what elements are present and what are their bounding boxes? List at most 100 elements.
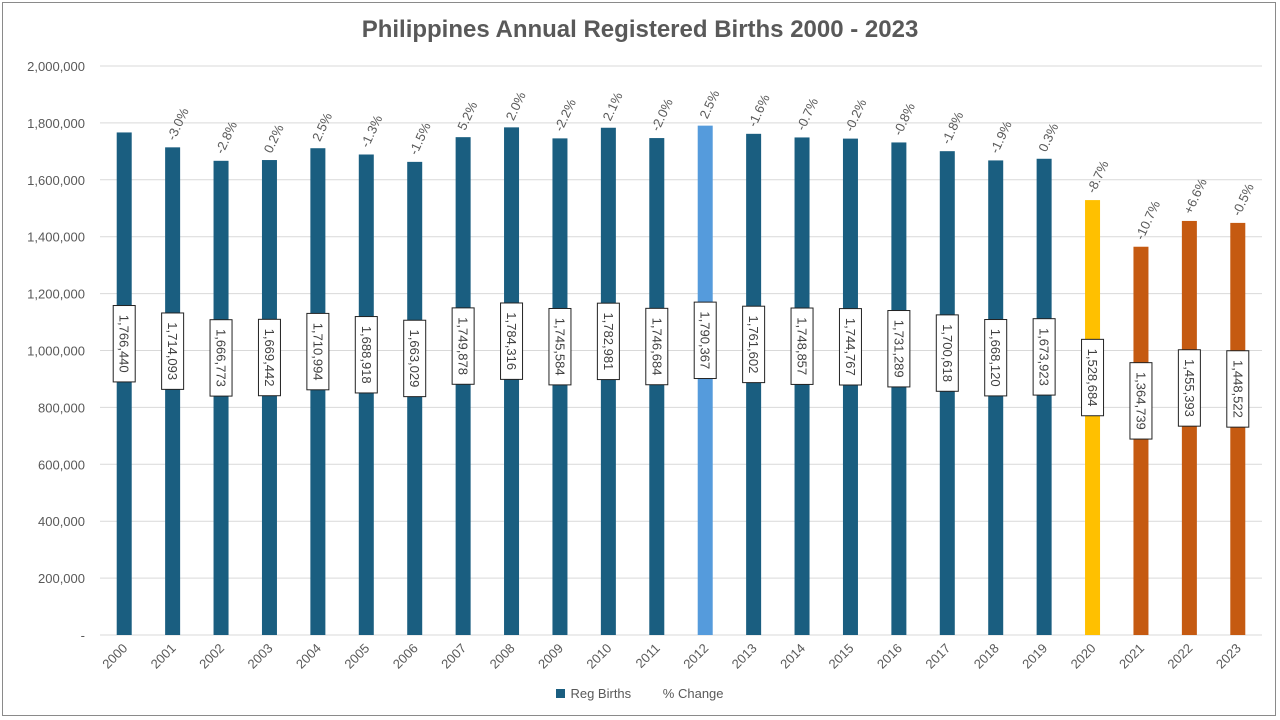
- value-label: 1,745,584: [548, 307, 572, 386]
- value-label-box: [1226, 350, 1250, 428]
- value-label-text: 1,710,994: [310, 323, 325, 381]
- value-label: 1,731,289: [887, 310, 911, 388]
- value-label-box: [209, 319, 233, 397]
- value-label-text: 1,749,878: [456, 317, 471, 375]
- value-label: 1,700,618: [935, 314, 959, 392]
- bar: [697, 125, 713, 635]
- value-label-text: 1,669,442: [262, 329, 277, 387]
- bar: [746, 133, 762, 636]
- value-label: 1,748,857: [790, 307, 814, 385]
- percent-change-label: -2.0%: [648, 96, 676, 134]
- bar: [358, 154, 374, 636]
- chart-title: Philippines Annual Registered Births 200…: [361, 16, 919, 43]
- bar: [261, 160, 277, 635]
- bar: [1230, 222, 1246, 635]
- percent-change-label: +6.6%: [1180, 176, 1210, 216]
- x-tick-label: 2006: [390, 641, 421, 672]
- bar: [842, 138, 858, 636]
- bar: [794, 137, 810, 635]
- value-label-box: [257, 318, 281, 397]
- value-label-text: 1,745,584: [552, 318, 567, 376]
- bar: [213, 160, 229, 635]
- percent-change-label: -1.5%: [406, 120, 434, 158]
- value-label-box: [887, 310, 911, 388]
- x-tick-label: 2017: [922, 641, 953, 672]
- value-label: 1,528,684: [1081, 338, 1105, 417]
- x-tick-label: 2015: [826, 641, 857, 672]
- y-tick-label: 1,400,000: [27, 230, 85, 245]
- x-tick-label: 2002: [196, 641, 227, 672]
- value-label-text: 1,731,289: [891, 320, 906, 378]
- y-tick-label: 800,000: [38, 400, 85, 415]
- percent-change-label: 2.1%: [599, 89, 625, 123]
- x-tick-label: 2010: [583, 641, 614, 672]
- value-label: 1,784,316: [500, 302, 524, 380]
- value-label: 1,666,773: [209, 319, 233, 397]
- bar: [1181, 220, 1197, 636]
- x-tick-label: 2020: [1068, 641, 1099, 672]
- percent-change-label: 2.5%: [696, 87, 722, 121]
- x-tick-label: 2005: [341, 641, 372, 672]
- value-label-box: [161, 312, 185, 390]
- bar: [988, 160, 1004, 635]
- percent-change-label: 2.0%: [503, 89, 529, 123]
- bar: [939, 151, 955, 635]
- value-label-box: [984, 319, 1008, 397]
- x-tick-label: 2018: [971, 641, 1002, 672]
- value-label: 1,749,878: [451, 307, 475, 385]
- percent-change-label: 0.2%: [261, 122, 287, 156]
- x-tick-label: 2007: [438, 641, 469, 672]
- x-tick-label: 2012: [680, 641, 711, 672]
- value-label-text: 1,782,981: [601, 312, 616, 370]
- x-tick-label: 2023: [1213, 641, 1244, 672]
- value-label: 1,710,994: [306, 312, 330, 391]
- legend-item-reg-births: Reg Births: [556, 686, 631, 701]
- x-tick-label: 2019: [1019, 641, 1050, 672]
- percent-change-label: -0.7%: [793, 95, 821, 133]
- value-label-text: 1,766,440: [117, 315, 132, 373]
- y-tick-label: 1,800,000: [27, 116, 85, 131]
- value-label-box: [306, 312, 330, 391]
- percent-change-label: -1.3%: [357, 112, 385, 150]
- value-label: 1,766,440: [112, 305, 136, 383]
- y-tick-label: 200,000: [38, 571, 85, 586]
- x-tick-label: 2014: [777, 641, 808, 672]
- value-label-text: 1,714,093: [165, 322, 180, 380]
- percent-change-label: -8.7%: [1084, 158, 1112, 196]
- x-tick-label: 2013: [729, 641, 760, 672]
- value-label: 1,761,602: [742, 305, 766, 384]
- value-label-box: [838, 308, 862, 386]
- value-label-box: [596, 302, 620, 381]
- percent-change-label: 2.5%: [309, 110, 335, 144]
- value-label-text: 1,666,773: [214, 329, 229, 387]
- value-label-box: [403, 319, 427, 398]
- value-label-box: [742, 305, 766, 384]
- value-label-box: [1129, 362, 1153, 440]
- bar: [310, 148, 326, 635]
- percent-change-label: -0.5%: [1229, 181, 1257, 219]
- percent-change-label: -0.8%: [890, 100, 918, 138]
- value-labels: 1,766,440 1,714,093 1,666,773 1,669,442 1,71…: [112, 301, 1250, 440]
- value-label: 1,364,739: [1129, 362, 1153, 440]
- y-tick-label: 600,000: [38, 457, 85, 472]
- percent-change-label: 0.3%: [1035, 120, 1061, 154]
- value-label-text: 1,455,393: [1182, 359, 1197, 417]
- x-tick-label: 2021: [1116, 641, 1147, 672]
- percent-change-label: -2.2%: [551, 96, 579, 134]
- value-label-text: 1,761,602: [746, 315, 761, 373]
- x-tick-label: 2004: [293, 641, 324, 672]
- y-tick-label: 400,000: [38, 514, 85, 529]
- x-tick-label: 2003: [245, 641, 276, 672]
- value-label-text: 1,748,857: [795, 317, 810, 375]
- bar: [649, 138, 665, 635]
- value-label-text: 1,364,739: [1133, 372, 1148, 430]
- value-label-box: [500, 302, 524, 380]
- value-label-text: 1,663,029: [407, 330, 422, 388]
- legend-item-percent-change: % Change: [663, 686, 724, 701]
- x-tick-label: 2011: [633, 641, 663, 671]
- percent-change-label: -3.0%: [164, 105, 192, 143]
- legend-label-reg-births: Reg Births: [570, 686, 632, 701]
- x-tick-label: 2008: [487, 641, 518, 672]
- y-tick-label: 1,600,000: [27, 173, 85, 188]
- value-label-box: [112, 305, 136, 383]
